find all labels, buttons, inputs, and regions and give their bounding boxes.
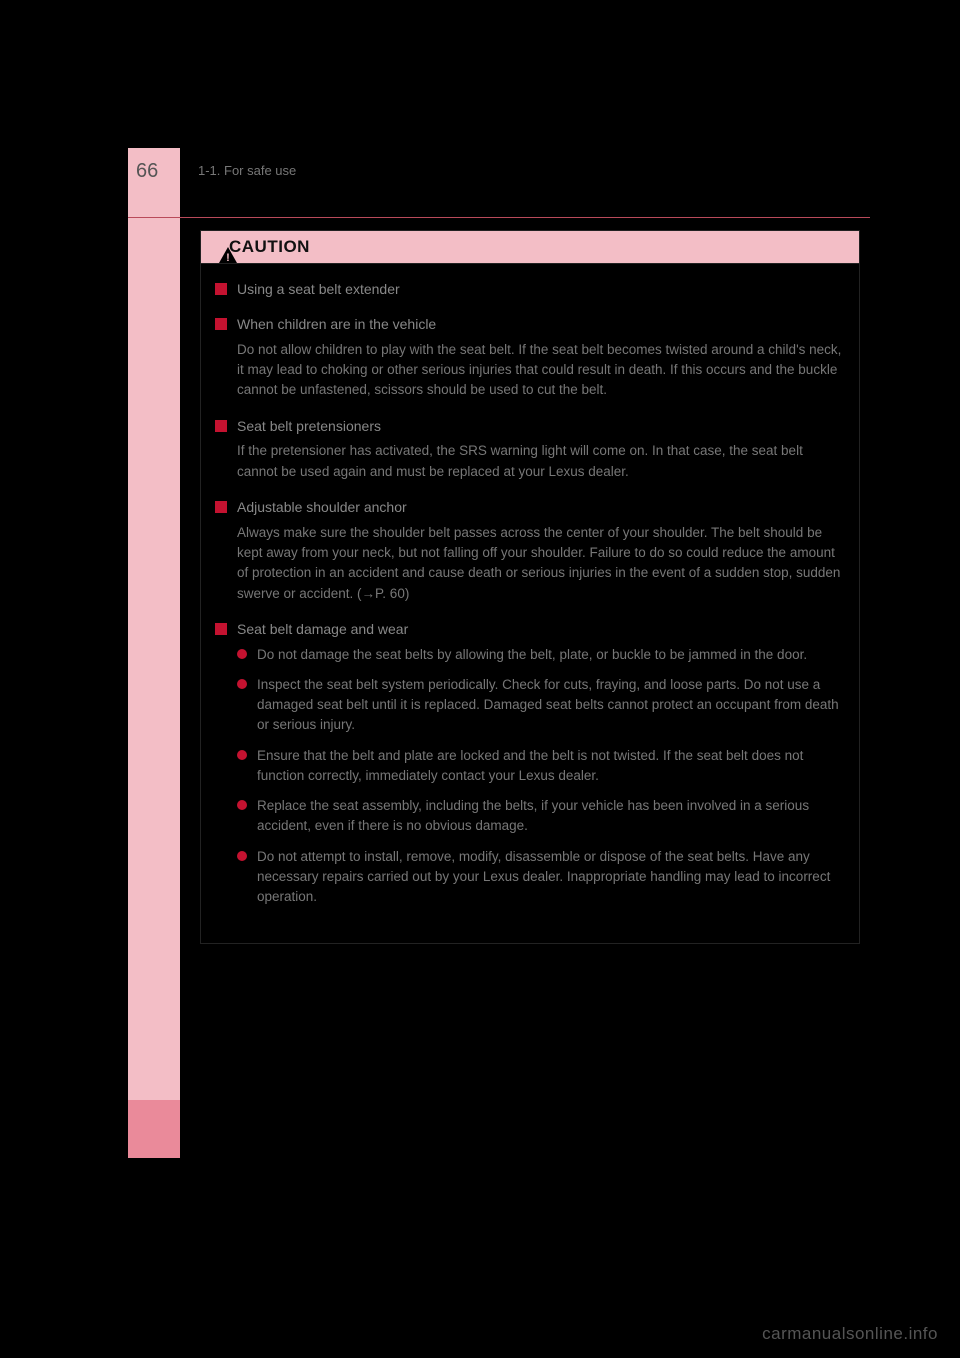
caution-header: ! CAUTION: [201, 231, 859, 264]
page-number: 66: [136, 160, 158, 183]
dot-bullet-icon: [237, 649, 247, 659]
list-item: Inspect the seat belt system periodicall…: [237, 675, 845, 736]
bullet-text: Do not attempt to install, remove, modif…: [257, 847, 845, 908]
section-body: Do not allow children to play with the s…: [237, 340, 845, 401]
square-bullet-icon: [215, 318, 227, 330]
bullet-text: Ensure that the belt and plate are locke…: [257, 746, 845, 787]
section: Seat belt pretensioners If the pretensio…: [215, 417, 845, 482]
list-item: Do not damage the seat belts by allowing…: [237, 645, 845, 665]
square-bullet-icon: [215, 623, 227, 635]
dot-bullet-icon: [237, 851, 247, 861]
bullet-text: Replace the seat assembly, including the…: [257, 796, 845, 837]
breadcrumb: 1-1. For safe use: [198, 163, 296, 178]
dot-bullet-icon: [237, 750, 247, 760]
square-bullet-icon: [215, 501, 227, 513]
section-body: If the pretensioner has activated, the S…: [237, 441, 845, 482]
header-rule: [128, 217, 870, 218]
section: When children are in the vehicle Do not …: [215, 315, 845, 401]
bullet-text: Do not damage the seat belts by allowing…: [257, 645, 807, 665]
svg-text:!: !: [226, 252, 230, 263]
sidebar-tab: [128, 148, 180, 1158]
caution-title: CAUTION: [229, 237, 310, 257]
list-item: Do not attempt to install, remove, modif…: [237, 847, 845, 908]
dot-bullet-icon: [237, 800, 247, 810]
list-item: Ensure that the belt and plate are locke…: [237, 746, 845, 787]
section-title: When children are in the vehicle: [237, 315, 436, 334]
section-title: Using a seat belt extender: [237, 280, 400, 299]
sidebar-chapter-tab: [128, 1100, 180, 1158]
section: Using a seat belt extender: [215, 280, 845, 299]
section-title: Seat belt pretensioners: [237, 417, 381, 436]
bullet-list: Do not damage the seat belts by allowing…: [237, 645, 845, 908]
content-area: ! CAUTION Using a seat belt extender Whe…: [200, 230, 860, 944]
bullet-text: Inspect the seat belt system periodicall…: [257, 675, 845, 736]
square-bullet-icon: [215, 283, 227, 295]
square-bullet-icon: [215, 420, 227, 432]
section-title: Seat belt damage and wear: [237, 620, 408, 639]
list-item: Replace the seat assembly, including the…: [237, 796, 845, 837]
section-title: Adjustable shoulder anchor: [237, 498, 407, 517]
section-body: Always make sure the shoulder belt passe…: [237, 523, 845, 604]
caution-body: Using a seat belt extender When children…: [201, 264, 859, 943]
section: Seat belt damage and wear Do not damage …: [215, 620, 845, 908]
section: Adjustable shoulder anchor Always make s…: [215, 498, 845, 604]
dot-bullet-icon: [237, 679, 247, 689]
caution-box: ! CAUTION Using a seat belt extender Whe…: [200, 230, 860, 944]
watermark: carmanualsonline.info: [762, 1324, 938, 1344]
